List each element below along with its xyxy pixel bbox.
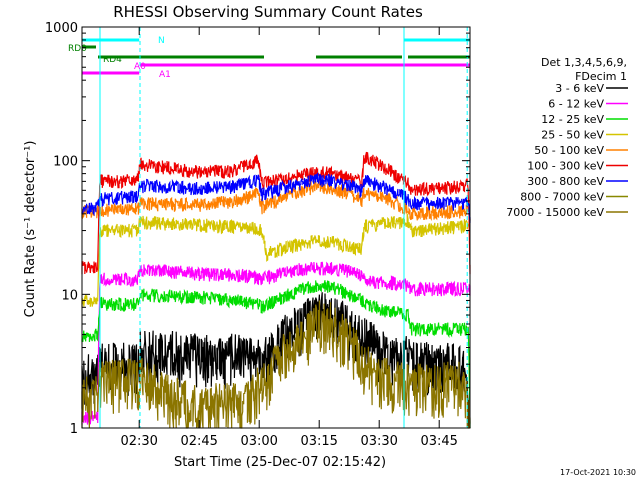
- series-line-50-100-kev: [81, 178, 471, 222]
- annotation-label-rd4: RD4: [103, 55, 122, 65]
- y-tick-label: 10: [61, 288, 78, 303]
- annotation-label-n: N: [158, 36, 165, 46]
- series-line-300-800-kev: [81, 171, 471, 224]
- series-line-6-12-kev: [81, 261, 471, 425]
- x-tick-label: 02:45: [180, 434, 217, 449]
- annotation-label-rd0: RD0: [68, 44, 87, 54]
- legend-entry-label: 6 - 12 keV: [548, 98, 604, 111]
- y-tick-label: 100: [53, 155, 78, 170]
- y-tick-label: 1000: [45, 21, 78, 36]
- x-tick-label: 03:15: [300, 434, 337, 449]
- x-tick-label: 02:30: [120, 434, 157, 449]
- axes: 1 10 100 1000 02:30 02:45 03:00 03:15 03:30 03:45: [45, 21, 470, 449]
- legend-entry-label: 50 - 100 keV: [534, 144, 604, 157]
- x-tick-label: 03:00: [240, 434, 277, 449]
- series-line-7000-15000-kev: [81, 300, 471, 429]
- legend-entry-label: 300 - 800 keV: [527, 175, 604, 188]
- legend-entry-label: 100 - 300 keV: [527, 160, 604, 173]
- annotation-bars: N RD0 RD4 A0 A1: [68, 36, 470, 80]
- x-axis-label: Start Time (25-Dec-07 02:15:42): [174, 455, 386, 470]
- generation-timestamp: 17-Oct-2021 10:30: [560, 468, 636, 477]
- legend-entry-label: 3 - 6 keV: [555, 82, 604, 95]
- plot-frame: [81, 26, 471, 429]
- annotation-label-a0: A0: [134, 62, 146, 72]
- series-line-25-50-kev: [81, 213, 471, 308]
- y-tick-label: 1: [70, 422, 78, 437]
- legend-entry-label: 800 - 7000 keV: [520, 191, 604, 204]
- legend-header: FDecim 1: [575, 70, 627, 83]
- x-tick-label: 03:45: [420, 434, 457, 449]
- series-line-12-25-kev: [81, 280, 471, 428]
- legend: Det 1,3,4,5,6,9,FDecim 13 - 6 keV 6 - 12 …: [506, 56, 628, 219]
- chart-title: RHESSI Observing Summary Count Rates: [113, 3, 423, 21]
- x-tick-label: 03:30: [360, 434, 397, 449]
- data-series: [81, 151, 471, 429]
- legend-entry-label: 7000 - 15000 keV: [506, 206, 604, 219]
- legend-entry-label: 12 - 25 keV: [541, 113, 604, 126]
- legend-entry-label: 25 - 50 keV: [541, 129, 604, 142]
- attenuator-lines: [99, 27, 468, 428]
- annotation-label-a1: A1: [159, 70, 171, 80]
- y-axis-label: Count Rate (s⁻¹ detector⁻¹): [23, 141, 38, 318]
- legend-header: Det 1,3,4,5,6,9,: [541, 56, 627, 69]
- series-line-100-300-kev: [81, 151, 471, 275]
